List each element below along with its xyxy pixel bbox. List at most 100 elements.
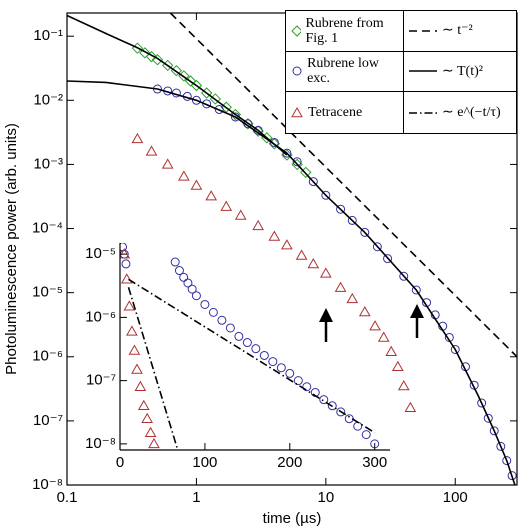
marker (281, 239, 293, 250)
y-axis-label: Photoluminescence power (arb. units) (3, 123, 20, 375)
y-tick-label: 10⁻² (33, 91, 63, 108)
legend-swatch (291, 106, 303, 117)
legend-label: Tetracene (308, 105, 363, 121)
marker (319, 267, 332, 278)
y-tick-label: 10⁻⁷ (33, 412, 63, 429)
marker (477, 398, 487, 408)
line (67, 80, 516, 485)
marker (252, 219, 265, 231)
x-tick-label: 1 (192, 489, 200, 506)
legend-item: Tetracene (286, 92, 404, 133)
legend-item: Rubrene low exc. (286, 51, 404, 93)
marker (334, 281, 347, 292)
y-tick-label: 10⁻⁵ (85, 245, 116, 262)
marker (319, 395, 329, 405)
marker (404, 401, 417, 413)
x-tick-label: 100 (443, 489, 468, 506)
y-tick-label: 10⁻³ (33, 155, 63, 172)
marker (191, 95, 201, 105)
y-tick-label: 10⁻⁷ (86, 372, 116, 389)
marker (220, 200, 233, 211)
x-tick-label: 200 (277, 454, 302, 471)
marker (170, 257, 180, 267)
marker (347, 215, 357, 225)
legend-label: ∼ t⁻² (442, 23, 473, 39)
marker (336, 204, 346, 214)
marker (134, 380, 147, 392)
marker (179, 272, 189, 282)
legend-label: Rubrene from Fig. 1 (305, 15, 384, 46)
legend: Rubrene from Fig. 1 Rubrene low exc. Tetra… (285, 10, 517, 134)
legend-swatch (409, 111, 437, 114)
marker (217, 315, 227, 325)
marker (205, 190, 218, 201)
marker (126, 325, 138, 336)
marker (411, 285, 421, 295)
marker (190, 179, 203, 190)
legend-item: ∼ e^(−t/τ) (404, 92, 516, 133)
legend-label: ∼ T(t)² (442, 63, 483, 79)
marker (513, 487, 521, 495)
marker (191, 291, 201, 301)
marker (308, 177, 318, 187)
legend-swatch (291, 25, 302, 37)
marker (346, 292, 359, 304)
marker (336, 407, 346, 417)
marker (242, 338, 252, 348)
marker (148, 437, 160, 449)
marker (137, 399, 150, 411)
y-tick-label: 10⁻⁴ (32, 220, 63, 237)
marker (369, 320, 381, 331)
legend-marker (292, 66, 302, 76)
line (127, 286, 179, 450)
marker (292, 157, 302, 167)
marker (321, 190, 331, 200)
y-tick-label: 10⁻⁶ (32, 348, 63, 365)
marker (399, 271, 409, 281)
marker (120, 248, 131, 259)
marker (377, 331, 390, 342)
legend-swatch (409, 30, 437, 32)
marker (120, 273, 133, 284)
y-tick-label: 10⁻⁶ (85, 308, 116, 325)
marker (344, 414, 354, 424)
marker (131, 363, 143, 374)
marker (145, 145, 158, 156)
marker (234, 331, 244, 341)
marker (123, 300, 136, 311)
marker (483, 413, 493, 423)
marker (252, 125, 264, 137)
x-tick-label: 10 (317, 489, 334, 506)
marker (502, 456, 512, 466)
legend-item: Rubrene from Fig. 1 (286, 11, 404, 52)
x-tick-label: 100 (192, 454, 217, 471)
marker (293, 376, 303, 386)
marker (302, 382, 312, 392)
legend-item: ∼ t⁻² (404, 11, 516, 52)
marker (360, 227, 370, 237)
legend-item: ∼ T(t)² (404, 52, 516, 93)
marker (353, 421, 363, 431)
marker (259, 350, 269, 360)
marker (358, 305, 371, 317)
marker (178, 170, 190, 181)
y-tick-label: 10⁻¹ (33, 27, 63, 44)
marker (131, 132, 144, 144)
marker (489, 426, 499, 436)
marker (397, 379, 410, 391)
marker (291, 158, 303, 171)
x-tick-label: 0.1 (57, 489, 78, 506)
x-axis-label: time (µs) (263, 510, 322, 527)
legend-label: Rubrene low exc. (307, 56, 380, 87)
legend-label: ∼ e^(−t/τ) (442, 105, 501, 121)
marker (141, 412, 154, 423)
marker (268, 357, 278, 367)
legend-swatch (292, 66, 302, 76)
marker (327, 401, 337, 411)
marker (151, 53, 164, 66)
marker (200, 299, 210, 309)
marker (385, 345, 398, 356)
marker (307, 257, 320, 269)
marker (208, 307, 218, 317)
